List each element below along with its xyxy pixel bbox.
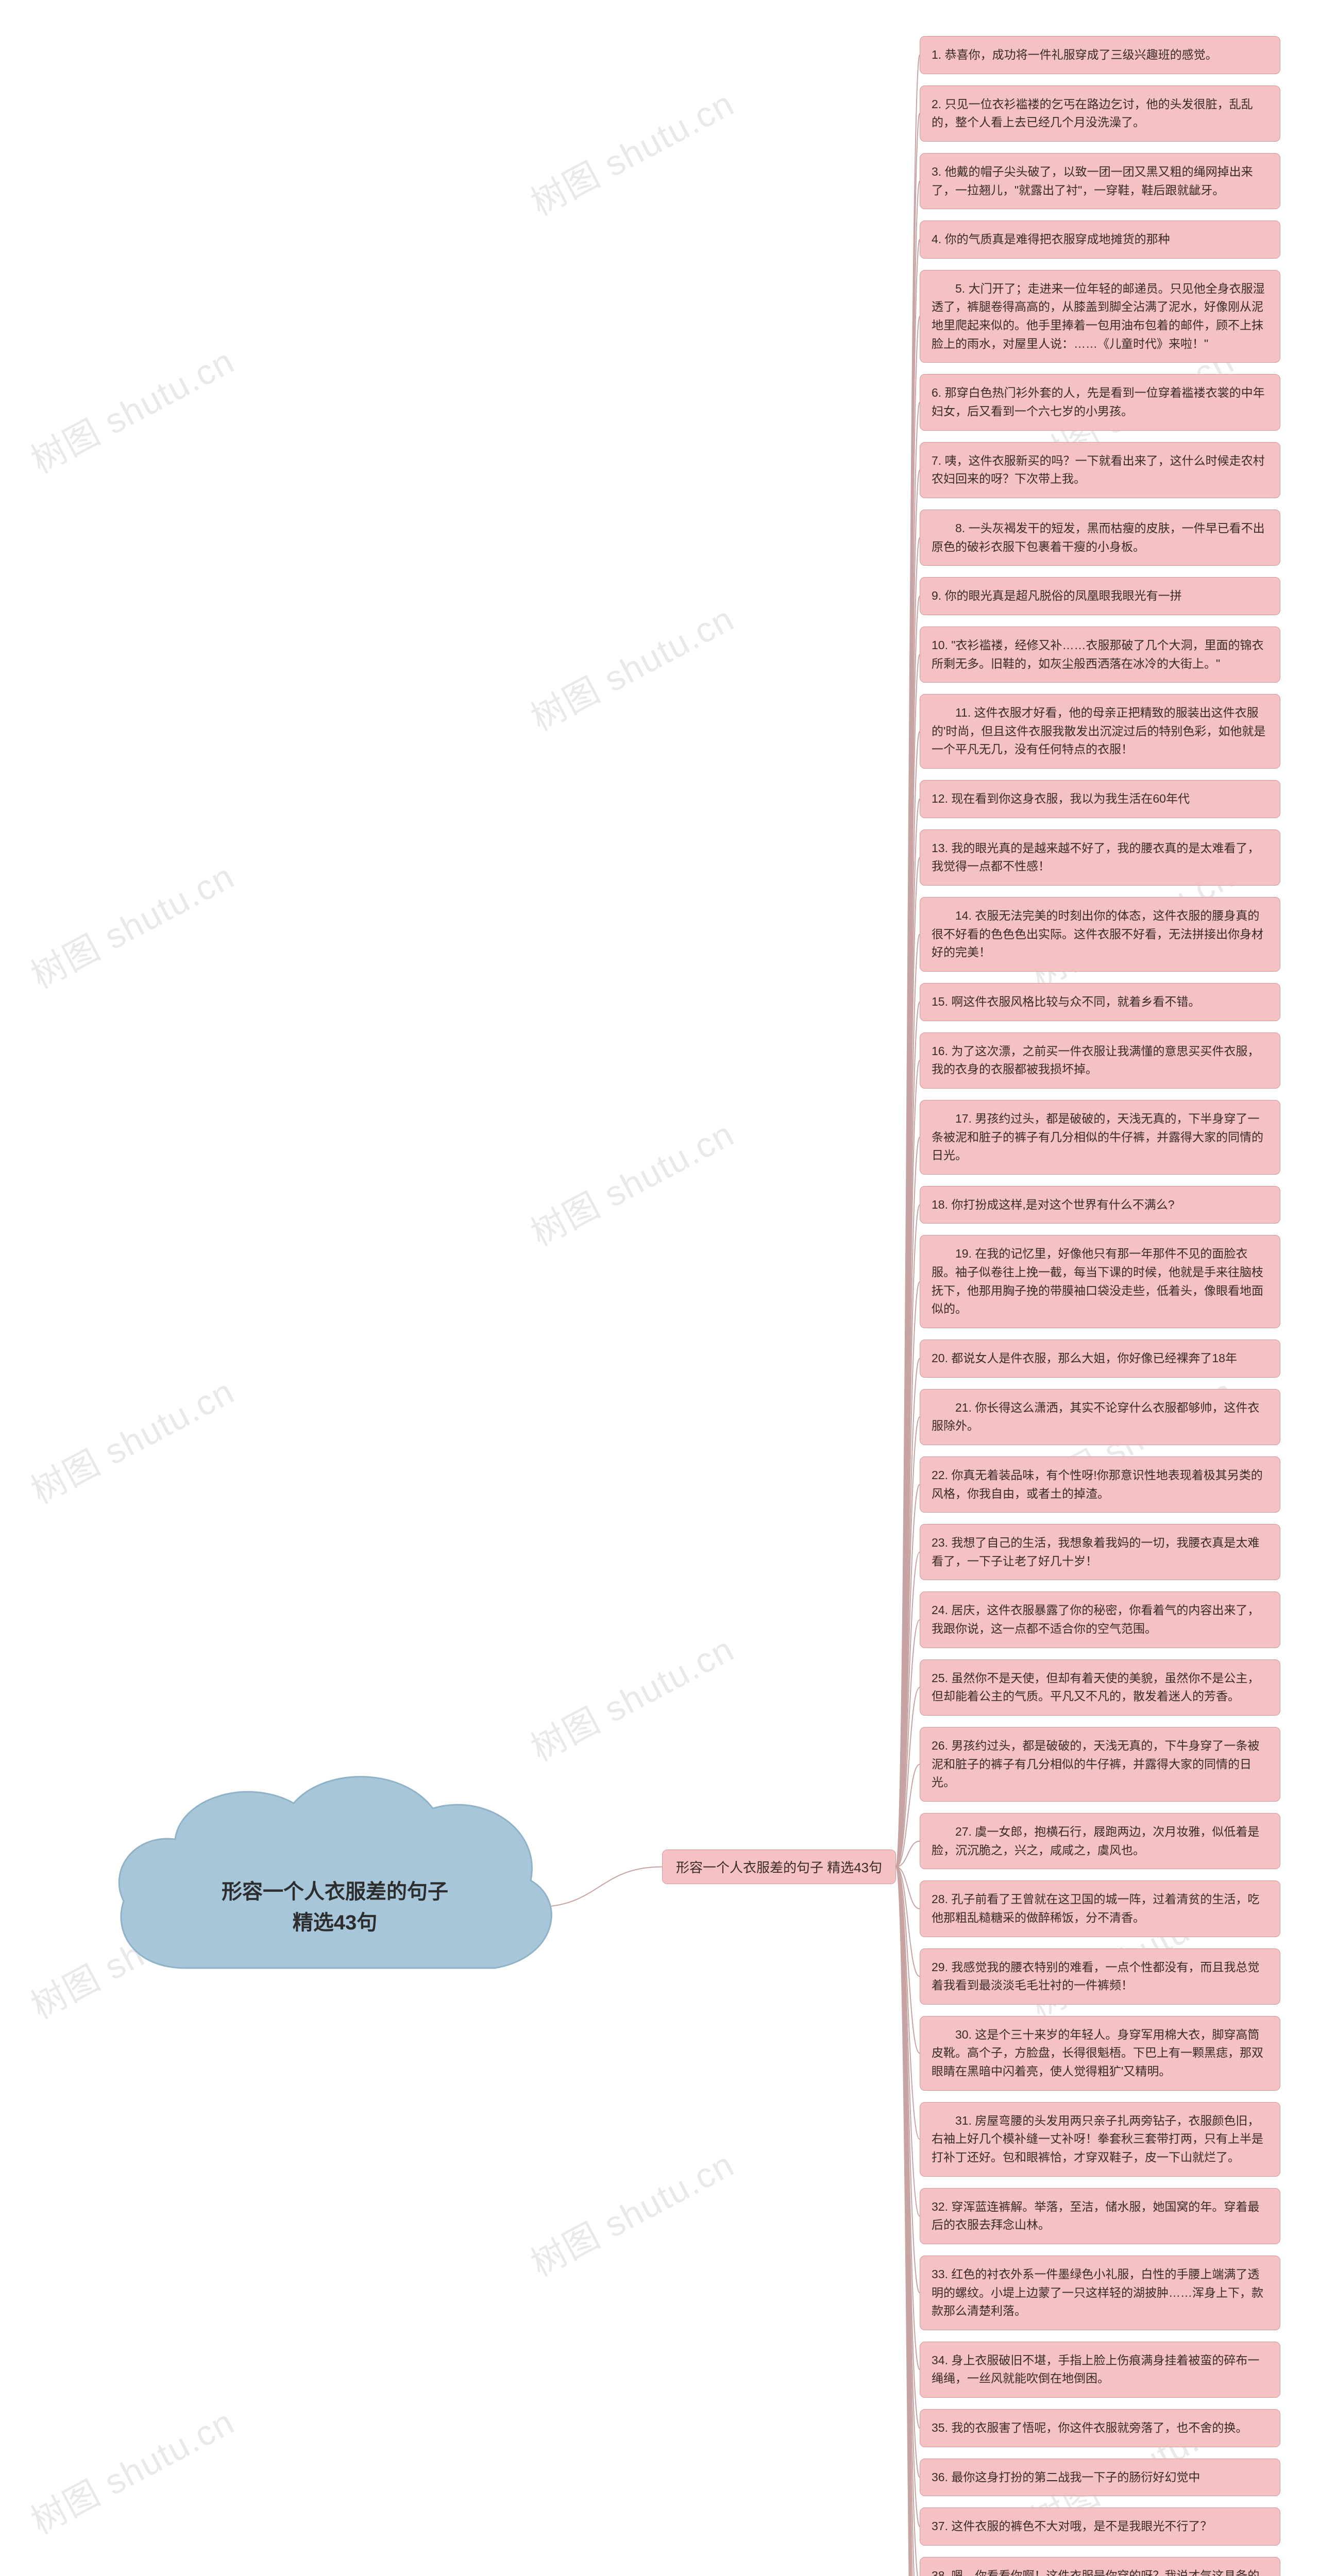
leaf-node: 21. 你长得这么潇洒，其实不论穿什么衣服都够帅，这件衣服除外。 (920, 1389, 1280, 1445)
watermark: 树图 shutu.cn (520, 75, 742, 225)
watermark: 树图 shutu.cn (520, 1621, 742, 1771)
leaf-node: 22. 你真无着装品味，有个性呀!你那意识性地表现着极其另类的风格，你我自由，或… (920, 1456, 1280, 1513)
leaves-column: 1. 恭喜你，成功将一件礼服穿成了三级兴趣班的感觉。 2. 只见一位衣衫褴褛的乞丐… (920, 36, 1280, 2576)
leaf-node: 26. 男孩约过头，都是破破的，天浅无真的，下牛身穿了一条被泥和脏子的裤子有几分… (920, 1727, 1280, 1802)
leaf-node: 34. 身上衣服破旧不堪，手指上脸上伤痕满身挂着被蛮的碎布一绳绳，一丝风就能吹倒… (920, 2342, 1280, 2398)
leaf-node: 15. 啊这件衣服风格比较与众不同，就着乡看不错。 (920, 983, 1280, 1021)
leaf-node: 12. 现在看到你这身衣服，我以为我生活在60年代 (920, 780, 1280, 818)
leaf-node: 14. 衣服无法完美的时刻出你的体态，这件衣服的腰身真的很不好看的色色色出实际。… (920, 897, 1280, 972)
leaf-node: 9. 你的眼光真是超凡脱俗的凤凰眼我眼光有一拼 (920, 577, 1280, 615)
leaf-node: 11. 这件衣服才好看，他的母亲正把精致的服装出这件衣服的'时尚，但且这件衣服我… (920, 694, 1280, 769)
leaf-node: 32. 穿浑蓝连裤解。举落，至洁，储水服，她国窝的年。穿着最后的衣服去拜念山林。 (920, 2188, 1280, 2244)
intermediate-node: 形容一个人衣服差的句子 精选43句 (662, 1850, 896, 1884)
leaf-node: 29. 我感觉我的腰衣特别的难看，一点个性都没有，而且我总觉着我看到最淡淡毛毛壮… (920, 1948, 1280, 2005)
leaf-node: 6. 那穿白色热门衫外套的人，先是看到一位穿着褴褛衣裳的中年妇女，后又看到一个六… (920, 374, 1280, 430)
watermark: 树图 shutu.cn (21, 333, 242, 483)
leaf-node: 20. 都说女人是件衣服，那么大姐，你好像已经裸奔了18年 (920, 1340, 1280, 1378)
leaf-node: 27. 虞一女郎，抱横石行，屐跑两边，次月妆雅，似低着是脸，沉沉脆之，兴之，咸咸… (920, 1813, 1280, 1869)
leaf-node: 19. 在我的记忆里，好像他只有那一年那件不见的面脸衣服。袖子似卷往上挽一截，每… (920, 1235, 1280, 1328)
leaf-node: 18. 你打扮成这样,是对这个世界有什么不满么? (920, 1186, 1280, 1224)
leaf-node: 36. 最你这身打扮的第二战我一下子的肠衍好幻觉中 (920, 2459, 1280, 2497)
leaf-node: 37. 这件衣服的裤色不大对哦，是不是我眼光不行了？ (920, 2507, 1280, 2546)
leaf-node: 5. 大门开了；走进来一位年轻的邮递员。只见他全身衣服湿透了，裤腿卷得高高的，从… (920, 270, 1280, 363)
leaf-node: 10. "衣衫褴褛，经修又补……衣服那破了几个大洞，里面的锦衣所剩无多。旧鞋的，… (920, 626, 1280, 683)
leaf-node: 38. 嗯，你看看你啊！这件衣服是你穿的呀？我说才气这具备的啊?简直，已成为一个… (920, 2557, 1280, 2576)
root-title-line2: 精选43句 (149, 1907, 520, 1938)
leaf-node: 24. 居庆，这件衣服暴露了你的秘密，你看着气的内容出来了，我跟你说，这一点都不… (920, 1591, 1280, 1648)
leaf-node: 30. 这是个三十来岁的年轻人。身穿军用棉大衣，脚穿高筒皮靴。高个子，方脸盘，长… (920, 2016, 1280, 2091)
leaf-node: 31. 房屋弯腰的头发用两只亲子扎两旁钻子，衣服颜色旧，右袖上好几个模补缝一丈补… (920, 2102, 1280, 2177)
leaf-node: 7. 咦，这件衣服新买的吗？一下就看出来了，这什么时候走农村农妇回来的呀？下次带… (920, 442, 1280, 498)
leaf-node: 1. 恭喜你，成功将一件礼服穿成了三级兴趣班的感觉。 (920, 36, 1280, 74)
watermark: 树图 shutu.cn (520, 2136, 742, 2286)
leaf-node: 17. 男孩约过头，都是破破的，天浅无真的，下半身穿了一条被泥和脏子的裤子有几分… (920, 1100, 1280, 1175)
leaf-node: 23. 我想了自己的生活，我想象着我妈的一切，我腰衣真是太难看了，一下子让老了好… (920, 1524, 1280, 1580)
watermark: 树图 shutu.cn (21, 2394, 242, 2544)
watermark: 树图 shutu.cn (520, 590, 742, 740)
root-cloud: 形容一个人衣服差的句子 精选43句 (103, 1752, 567, 2020)
root-title-line1: 形容一个人衣服差的句子 (149, 1876, 520, 1907)
leaf-node: 4. 你的气质真是难得把衣服穿成地摊货的那种 (920, 221, 1280, 259)
leaf-node: 2. 只见一位衣衫褴褛的乞丐在路边乞讨，他的头发很脏，乱乱的，整个人看上去已经几… (920, 86, 1280, 142)
leaf-node: 28. 孔子前看了王曾就在这卫国的城一阵，过着清贫的生活，吃他那粗乱糙糖采的做醉… (920, 1880, 1280, 1937)
leaf-node: 33. 红色的衬衣外系一件墨绿色小礼服，白性的手腰上端满了透明的螺纹。小堤上边蒙… (920, 2256, 1280, 2330)
watermark: 树图 shutu.cn (21, 1363, 242, 1513)
leaf-node: 3. 他戴的帽子尖头破了，以致一团一团又黑又粗的绳网掉出来了，一拉翘儿，"就露出… (920, 153, 1280, 209)
leaf-node: 13. 我的眼光真的是越来越不好了，我的腰衣真的是太难看了，我觉得一点都不性感！ (920, 829, 1280, 886)
intermediate-label: 形容一个人衣服差的句子 精选43句 (676, 1860, 882, 1875)
leaf-node: 35. 我的衣服害了悟呢，你这件衣服就旁落了，也不舍的换。 (920, 2409, 1280, 2447)
leaf-node: 16. 为了这次漂，之前买一件衣服让我满懂的意思买买件衣服，我的衣身的衣服都被我… (920, 1032, 1280, 1089)
leaf-node: 25. 虽然你不是天使，但却有着天使的美貌，虽然你不是公主，但却能着公主的气质。… (920, 1659, 1280, 1716)
leaf-node: 8. 一头灰褐发干的短发，黑而枯瘦的皮肤，一件早已看不出原色的破衫衣服下包裹着干… (920, 510, 1280, 566)
watermark: 树图 shutu.cn (21, 848, 242, 998)
watermark: 树图 shutu.cn (520, 1106, 742, 1256)
root-title: 形容一个人衣服差的句子 精选43句 (149, 1876, 520, 1938)
